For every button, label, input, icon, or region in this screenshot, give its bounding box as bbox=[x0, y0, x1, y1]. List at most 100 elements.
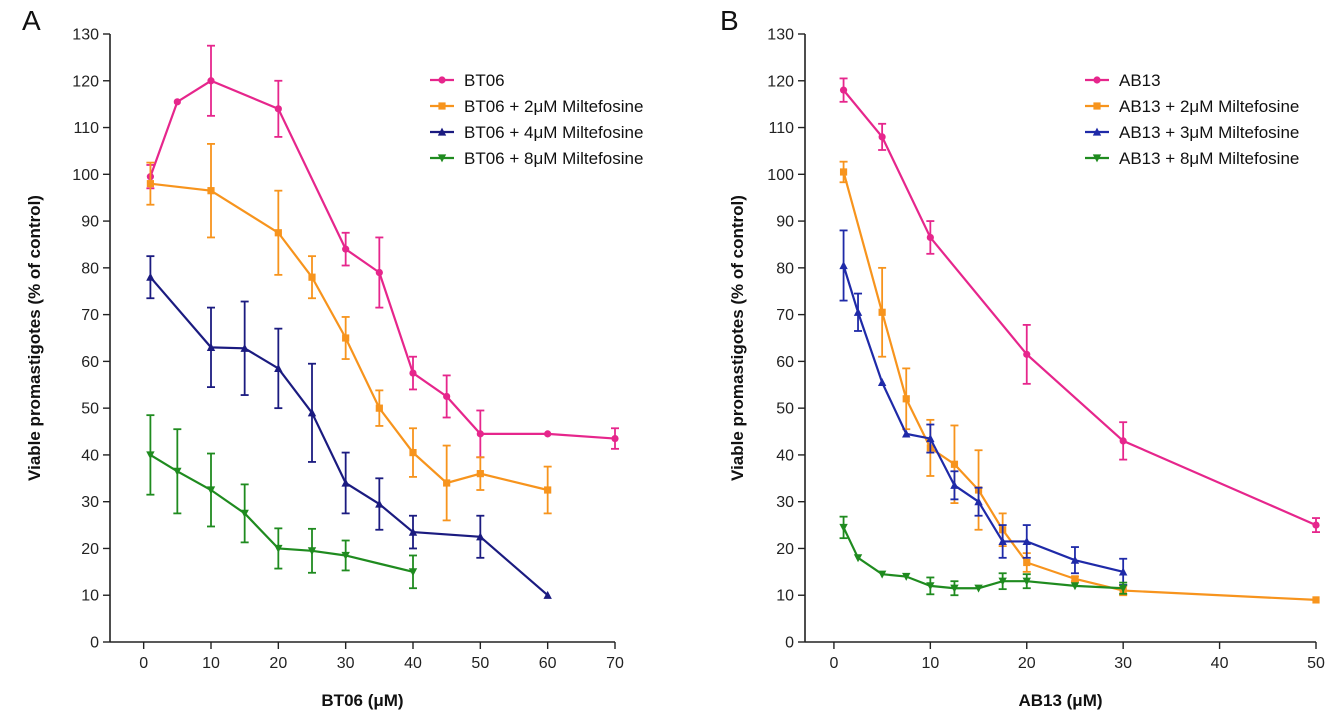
legend-marker bbox=[1093, 102, 1101, 110]
x-tick-label: 40 bbox=[1211, 655, 1229, 672]
data-point bbox=[240, 509, 249, 518]
legend-item: AB13 + 2μM Miltefosine bbox=[1085, 97, 1299, 116]
data-point bbox=[307, 547, 317, 556]
series-line bbox=[842, 171, 1317, 602]
x-tick-label: 10 bbox=[921, 655, 939, 672]
data-point bbox=[839, 168, 848, 176]
y-tick-label: 110 bbox=[73, 120, 99, 137]
y-tick-label: 90 bbox=[81, 214, 99, 231]
y-tick-label: 20 bbox=[776, 541, 794, 558]
data-point bbox=[274, 105, 282, 113]
data-point bbox=[902, 395, 910, 403]
data-point bbox=[274, 229, 282, 237]
data-point bbox=[998, 577, 1007, 586]
legend-label: BT06 bbox=[464, 71, 505, 90]
data-point bbox=[173, 98, 181, 106]
y-tick-label: 70 bbox=[81, 307, 99, 324]
legend-marker bbox=[1092, 127, 1102, 136]
legend-item: BT06 bbox=[430, 71, 505, 90]
y-tick-label: 100 bbox=[72, 167, 99, 184]
data-point bbox=[878, 133, 886, 141]
data-point bbox=[974, 584, 983, 593]
data-point bbox=[950, 460, 959, 468]
data-point bbox=[146, 180, 154, 188]
data-point bbox=[206, 486, 216, 495]
data-point bbox=[877, 570, 887, 579]
y-tick-label: 20 bbox=[81, 541, 99, 558]
data-point bbox=[146, 272, 155, 281]
data-point bbox=[476, 532, 485, 541]
data-point bbox=[853, 554, 863, 563]
data-point bbox=[443, 479, 451, 487]
data-point bbox=[1023, 558, 1031, 567]
y-tick-label: 130 bbox=[72, 27, 99, 44]
x-tick-label: 20 bbox=[269, 655, 287, 672]
data-point bbox=[1023, 350, 1031, 358]
data-point bbox=[146, 451, 155, 460]
series-4 bbox=[839, 515, 1128, 597]
data-point bbox=[926, 582, 935, 591]
y-tick-label: 70 bbox=[776, 307, 794, 324]
data-point bbox=[173, 467, 182, 476]
data-point bbox=[408, 527, 418, 536]
y-tick-label: 0 bbox=[90, 635, 99, 652]
legend-item: AB13 + 3μM Miltefosine bbox=[1085, 123, 1299, 142]
x-tick-label: 30 bbox=[337, 655, 355, 672]
data-point bbox=[443, 392, 451, 401]
legend-item: AB13 bbox=[1085, 71, 1161, 90]
data-point bbox=[1070, 555, 1080, 564]
data-point bbox=[409, 448, 417, 457]
x-tick-label: 50 bbox=[1307, 655, 1325, 672]
data-point bbox=[544, 486, 552, 494]
y-tick-label: 60 bbox=[776, 354, 794, 371]
data-point bbox=[476, 470, 484, 478]
x-tick-label: 60 bbox=[539, 655, 557, 672]
series-3 bbox=[146, 255, 552, 599]
data-point bbox=[375, 499, 384, 508]
data-point bbox=[902, 429, 911, 438]
y-axis-title: Viable promastigotes (% of control) bbox=[25, 195, 44, 481]
data-point bbox=[853, 307, 863, 316]
legend-label: AB13 + 8μM Miltefosine bbox=[1119, 149, 1299, 168]
series-1 bbox=[839, 77, 1320, 533]
data-point bbox=[1119, 437, 1127, 445]
x-tick-label: 0 bbox=[829, 655, 838, 672]
series-line bbox=[149, 453, 414, 573]
series-4 bbox=[146, 414, 418, 590]
y-tick-label: 30 bbox=[776, 494, 794, 511]
legend-item: BT06 + 2μM Miltefosine bbox=[430, 97, 643, 116]
series-line bbox=[842, 526, 1124, 590]
data-point bbox=[207, 187, 215, 195]
x-tick-label: 40 bbox=[404, 655, 422, 672]
legend-marker bbox=[437, 154, 447, 163]
data-point bbox=[543, 590, 552, 599]
data-point bbox=[1071, 575, 1079, 583]
data-point bbox=[611, 434, 619, 443]
y-tick-label: 90 bbox=[776, 214, 794, 231]
data-point bbox=[544, 430, 552, 438]
data-point bbox=[902, 572, 911, 581]
legend-item: BT06 + 8μM Miltefosine bbox=[430, 149, 643, 168]
data-point bbox=[274, 364, 283, 372]
data-point bbox=[1022, 577, 1031, 586]
data-point bbox=[476, 430, 484, 438]
series-line bbox=[842, 89, 1317, 527]
data-point bbox=[926, 233, 934, 242]
y-tick-label: 100 bbox=[767, 167, 794, 184]
data-point bbox=[341, 478, 350, 487]
data-point bbox=[877, 378, 887, 387]
data-point bbox=[375, 404, 383, 412]
x-tick-label: 20 bbox=[1018, 655, 1036, 672]
legend-marker bbox=[438, 102, 446, 110]
y-tick-label: 60 bbox=[81, 354, 99, 371]
data-point bbox=[974, 497, 983, 506]
series-2 bbox=[146, 143, 552, 522]
y-tick-label: 10 bbox=[81, 588, 99, 605]
panel-b: B 0 10 20 30 40 50 60 70 80 90 100 110 120 130 0 10 20 30 4… bbox=[720, 5, 1325, 710]
series-line bbox=[150, 182, 548, 492]
series-3 bbox=[839, 229, 1128, 586]
data-point bbox=[878, 308, 886, 316]
data-point bbox=[207, 77, 215, 85]
panel-letter: A bbox=[22, 5, 41, 36]
